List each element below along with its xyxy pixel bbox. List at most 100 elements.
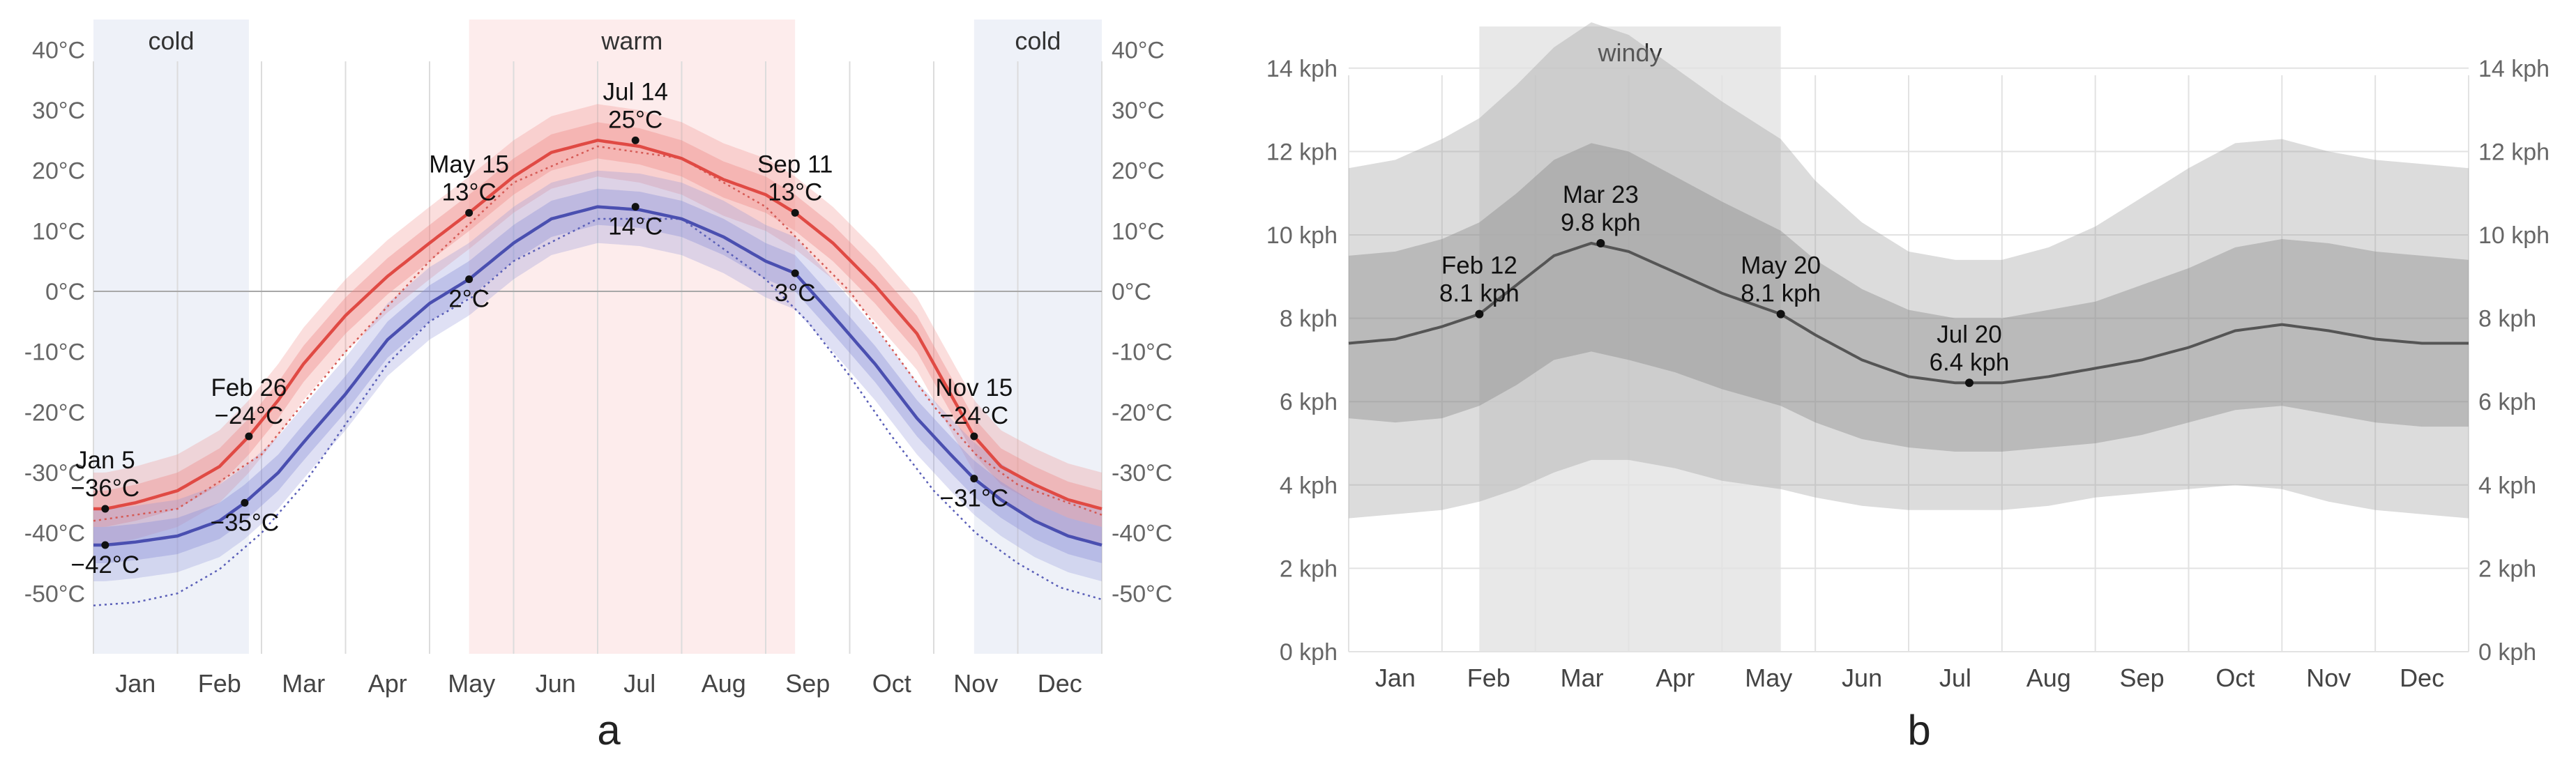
annotation-value: 8.1 kph	[1741, 280, 1821, 307]
y-tick-label-left: -30°C	[24, 460, 85, 487]
x-tick-label-month: Jan	[115, 669, 156, 698]
x-tick-label-month: Feb	[198, 669, 241, 698]
x-tick-label-month: Jun	[1842, 664, 1882, 692]
y-tick-label-right: 4 kph	[2478, 473, 2536, 499]
y-tick-label-right: 10°C	[1112, 218, 1165, 245]
x-tick-label-month: Mar	[282, 669, 325, 698]
annotation-value: −42°C	[71, 551, 140, 579]
annotation-value: −24°C	[215, 402, 284, 429]
y-tick-label-left: 20°C	[32, 158, 85, 185]
series-high-line	[93, 139, 1103, 511]
x-tick-label-month: Nov	[2306, 664, 2351, 692]
y-tick-label-right: 14 kph	[2478, 56, 2550, 82]
band-10th-90th-percentile	[1349, 22, 2469, 519]
y-tick-label-left: 0 kph	[1280, 639, 1338, 666]
annotation-point	[1475, 309, 1484, 319]
y-tick-label-right: 6 kph	[2478, 389, 2536, 415]
y-tick-label-right: -20°C	[1112, 399, 1172, 426]
series-low-line	[93, 205, 1103, 547]
annotation-point	[970, 432, 978, 441]
annotation-date: Jan 5	[75, 447, 135, 474]
series-average-wind-line	[1348, 241, 2469, 385]
series-high_dotted-line	[93, 145, 1103, 522]
y-tick-label-left: -20°C	[24, 399, 85, 426]
x-tick-label-month: Oct	[2215, 664, 2255, 692]
annotation-point	[791, 269, 799, 277]
region-label: cold	[1015, 26, 1061, 55]
x-tick-label-month: Sep	[785, 669, 830, 698]
y-tick-label-right: 40°C	[1112, 37, 1165, 63]
x-tick-label-month: Dec	[1038, 669, 1082, 698]
x-tick-label-month: Jul	[1939, 664, 1971, 692]
series-low-outer-band	[93, 170, 1102, 581]
x-tick-label-month: Dec	[2400, 664, 2444, 692]
annotation-date: Nov 15	[935, 374, 1013, 401]
annotation-point	[1776, 309, 1785, 319]
y-tick-label-left: -50°C	[24, 581, 85, 607]
region-label: cold	[148, 26, 194, 55]
y-tick-label-left: 10 kph	[1266, 222, 1338, 249]
series-low-inner-band	[93, 188, 1102, 563]
x-tick-label-month: May	[448, 669, 495, 698]
annotation-point	[241, 498, 249, 507]
y-tick-label-left: 30°C	[32, 98, 85, 124]
panel-b-wind-chart: windy 14 kph 14 kph 12 kph 12 kph 10 kph 10 kp…	[1266, 22, 2550, 692]
annotation-value: 13°C	[768, 178, 822, 206]
y-tick-label-right: -50°C	[1112, 581, 1172, 607]
region-label: windy	[1597, 38, 1662, 67]
band-25th-75th-percentile	[1349, 143, 2469, 452]
y-tick-label-right: 0 kph	[2478, 639, 2536, 666]
y-tick-label-right: -40°C	[1112, 521, 1172, 547]
annotation-date: Jul 14	[603, 78, 668, 105]
x-tick-label-month: Sep	[2120, 664, 2165, 692]
y-tick-label-left: 40°C	[32, 37, 85, 63]
y-tick-label-right: 8 kph	[2478, 306, 2536, 332]
annotation-date: May 20	[1741, 252, 1821, 279]
region-band	[93, 20, 249, 654]
annotation-date: Sep 11	[757, 151, 833, 178]
y-tick-label-right: -10°C	[1112, 339, 1172, 366]
x-tick-label-month: Feb	[1467, 664, 1510, 692]
annotation-value: −35°C	[211, 509, 280, 536]
y-tick-label-right: 2 kph	[2478, 556, 2536, 582]
x-tick-label-month: Nov	[953, 669, 998, 698]
region-band	[469, 20, 796, 654]
panel-label-a: a	[597, 707, 621, 753]
annotation-value: 3°C	[775, 279, 816, 307]
y-tick-label-left: -40°C	[24, 521, 85, 547]
annotation-value: −36°C	[71, 475, 140, 502]
y-tick-label-left: 6 kph	[1280, 389, 1338, 415]
annotation-point	[970, 475, 978, 483]
y-tick-label-left: 4 kph	[1280, 473, 1338, 499]
annotation-value: 8.1 kph	[1439, 280, 1520, 307]
annotation-date: Feb 26	[211, 374, 287, 401]
y-tick-label-right: 0°C	[1112, 279, 1151, 305]
y-tick-label-left: 0°C	[45, 279, 85, 305]
annotation-date: May 15	[429, 151, 509, 178]
y-tick-label-right: 30°C	[1112, 98, 1165, 124]
annotation-point	[245, 432, 253, 441]
x-tick-label-month: Aug	[702, 669, 746, 698]
series-high-inner-band	[93, 122, 1102, 528]
annotation-point	[631, 203, 639, 211]
annotation-point	[631, 136, 639, 144]
annotation-point	[1596, 238, 1605, 247]
annotation-value: 2°C	[448, 286, 490, 313]
y-tick-label-right: 20°C	[1112, 158, 1165, 185]
annotation-value: 25°C	[608, 106, 662, 133]
x-tick-label-month: Jan	[1375, 664, 1416, 692]
y-tick-label-left: 8 kph	[1280, 306, 1338, 332]
annotation-value: −31°C	[940, 485, 1009, 512]
y-tick-label-right: -30°C	[1112, 460, 1172, 487]
annotation-value: 13°C	[442, 178, 497, 206]
annotation-date: Mar 23	[1563, 181, 1639, 208]
x-tick-label-month: Apr	[1656, 664, 1695, 692]
annotation-value: 6.4 kph	[1930, 348, 2010, 376]
annotation-date: Jul 20	[1937, 321, 2001, 348]
y-tick-label-left: 14 kph	[1266, 56, 1338, 82]
x-tick-label-month: Jul	[623, 669, 656, 698]
annotation-point	[465, 208, 473, 217]
x-tick-label-month: Apr	[368, 669, 407, 698]
y-tick-label-left: 2 kph	[1280, 556, 1338, 582]
x-tick-label-month: Jun	[536, 669, 576, 698]
